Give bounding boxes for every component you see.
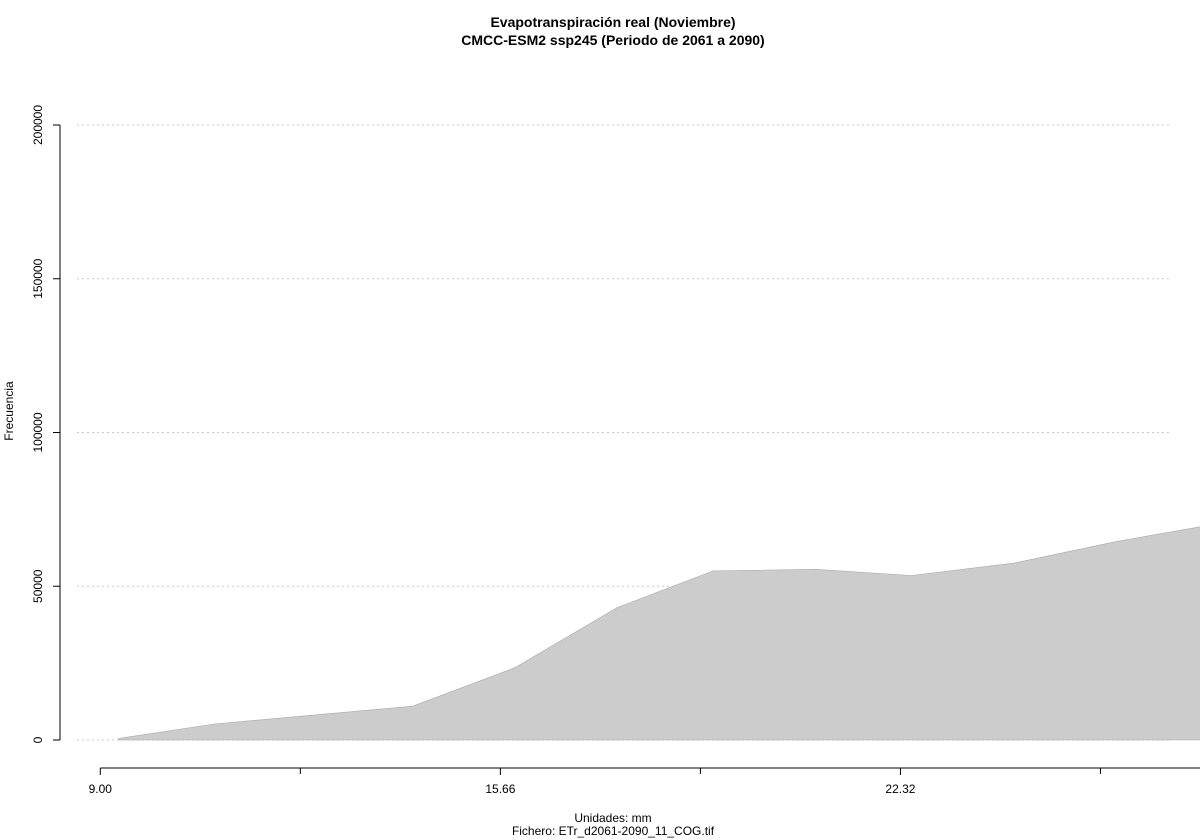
chart-subtitle: CMCC-ESM2 ssp245 (Periodo de 2061 a 2090…: [461, 32, 765, 48]
chart-title: Evapotranspiración real (Noviembre): [490, 14, 736, 30]
y-tick-label: 100000: [31, 412, 45, 452]
file-name-label: Fichero: ETr_d2061-2090_11_COG.tif: [511, 824, 715, 838]
x-tick-label: 15.66: [485, 782, 515, 796]
y-tick-label: 0: [31, 736, 45, 743]
x-tick-label: 9.00: [89, 782, 113, 796]
x-tick-label: 22.32: [885, 782, 915, 796]
y-tick-label: 50000: [31, 569, 45, 603]
frequency-area: [118, 526, 1200, 741]
y-tick-label: 200000: [31, 105, 45, 145]
x-axis-label: Unidades: mm: [574, 811, 652, 825]
y-tick-label: 150000: [31, 258, 45, 298]
